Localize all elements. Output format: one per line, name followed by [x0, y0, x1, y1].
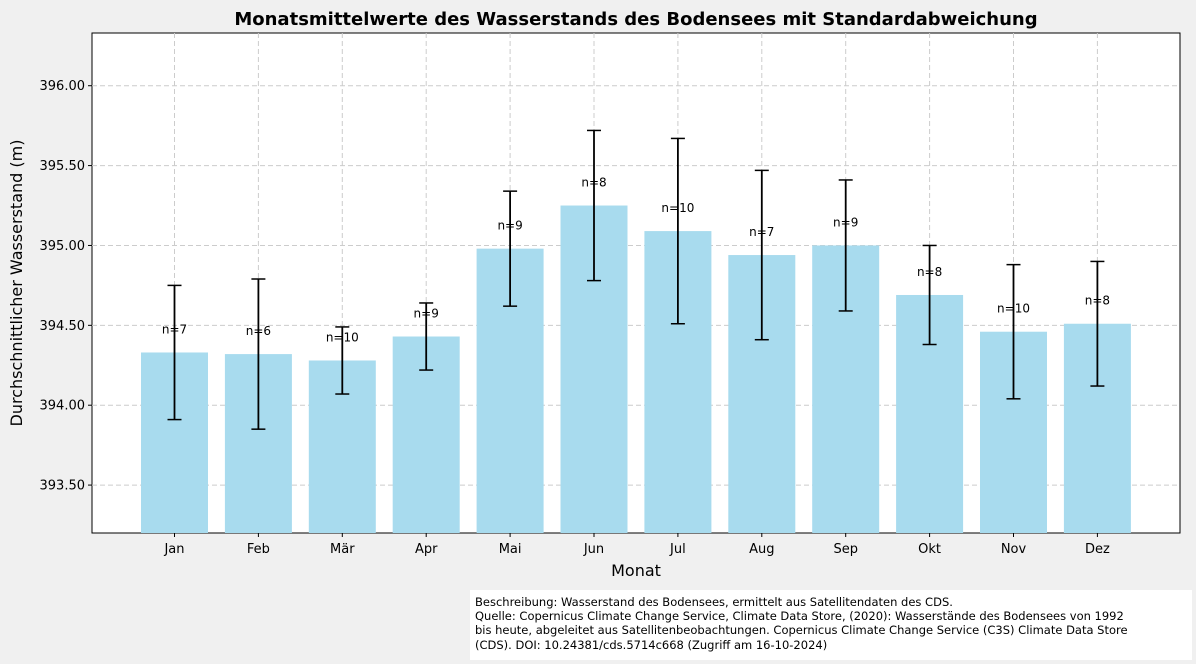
x-tick-label: Feb — [247, 542, 270, 557]
x-tick-label: Jun — [583, 542, 604, 557]
y-tick-label: 394.50 — [40, 319, 86, 334]
x-axis-ticks: Jan Feb Mär Apr Mai Jun Jul Aug Sep Okt Nov Dez — [163, 533, 1110, 557]
x-axis-label: Monat — [611, 561, 661, 580]
n-data-label: n=8 — [581, 176, 606, 190]
x-tick-label: Sep — [833, 542, 858, 557]
n-data-label: n=9 — [833, 215, 858, 229]
y-tick-label: 395.00 — [40, 239, 86, 254]
x-tick-label: Apr — [415, 542, 438, 557]
chart-title: Monatsmittelwerte des Wasserstands des B… — [234, 9, 1037, 30]
y-tick-label: 393.50 — [40, 479, 86, 494]
y-tick-label: 395.50 — [40, 159, 86, 174]
x-tick-label: Dez — [1085, 542, 1110, 557]
n-data-label: n=7 — [162, 322, 187, 336]
note-source-line-3: (CDS). DOI: 10.24381/cds.5714c668 (Zugri… — [475, 637, 828, 652]
source-note: Beschreibung: Wasserstand des Bodensees,… — [470, 590, 1192, 660]
n-data-label: n=10 — [661, 201, 694, 215]
y-axis-ticks: 393.50 394.00 394.50 395.00 395.50 396.00 — [40, 79, 92, 494]
y-tick-label: 394.00 — [40, 399, 86, 414]
n-data-label: n=6 — [246, 324, 271, 338]
y-tick-label: 396.00 — [40, 79, 86, 94]
x-tick-label: Aug — [749, 542, 774, 557]
note-description: Beschreibung: Wasserstand des Bodensees,… — [475, 595, 953, 609]
n-data-label: n=8 — [1085, 294, 1110, 308]
x-tick-label: Okt — [918, 542, 941, 557]
x-tick-label: Jan — [163, 542, 184, 557]
x-tick-label: Jul — [669, 542, 686, 557]
y-axis-label: Durchschnittlicher Wasserstand (m) — [7, 140, 26, 427]
n-data-label: n=10 — [326, 330, 359, 344]
x-tick-label: Mai — [499, 542, 522, 557]
n-data-label: n=9 — [414, 307, 439, 321]
note-source-line-1: Quelle: Copernicus Climate Change Servic… — [475, 609, 1124, 624]
note-source-line-2: bis heute, abgeleitet aus Satellitenbeob… — [475, 623, 1128, 638]
n-data-label: n=7 — [749, 225, 774, 239]
n-data-label: n=8 — [917, 265, 942, 279]
n-data-label: n=9 — [497, 219, 522, 233]
x-tick-label: Nov — [1001, 542, 1027, 557]
n-data-label: n=10 — [997, 302, 1030, 316]
error-bars — [167, 129, 1105, 430]
x-tick-label: Mär — [330, 542, 355, 557]
n-labels: n=7 n=6 n=10 n=9 n=9 n=8 n=10 n=7 n=9 n=8 n=10 n=8 — [162, 176, 1110, 345]
